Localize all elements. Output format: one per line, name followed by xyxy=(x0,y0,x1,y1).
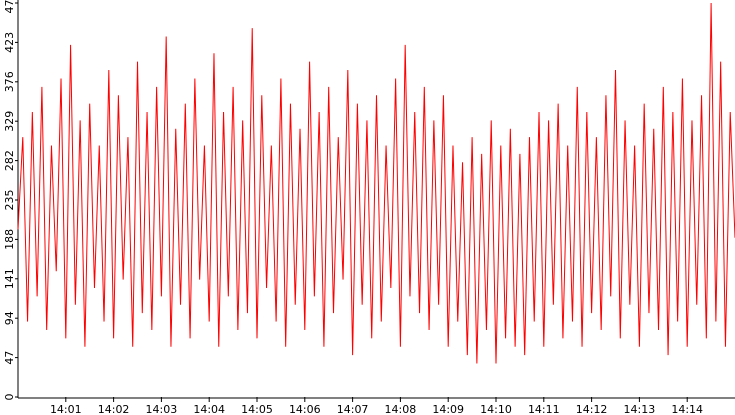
x-tick-label: 14:08 xyxy=(385,403,417,415)
x-tick-label: 14:06 xyxy=(289,403,321,415)
x-tick-label: 14:02 xyxy=(98,403,130,415)
y-tick-label: 47 xyxy=(3,351,16,365)
y-tick-label: 423 xyxy=(3,32,16,53)
x-tick-label: 14:14 xyxy=(671,403,703,415)
x-tick-label: 14:10 xyxy=(480,403,512,415)
y-tick-label: 0 xyxy=(3,394,16,401)
y-tick-label: 188 xyxy=(3,229,16,250)
x-tick-label: 14:01 xyxy=(50,403,82,415)
x-tick-label: 14:05 xyxy=(241,403,273,415)
y-tick-label: 329 xyxy=(3,111,16,132)
x-tick-label: 14:09 xyxy=(432,403,464,415)
x-tick-label: 14:03 xyxy=(146,403,178,415)
data-line xyxy=(17,2,735,364)
x-tick-label: 14:07 xyxy=(337,403,369,415)
x-tick-label: 14:13 xyxy=(624,403,656,415)
x-tick-label: 14:04 xyxy=(193,403,225,415)
y-tick-label: 235 xyxy=(3,190,16,211)
y-tick-label: 282 xyxy=(3,150,16,171)
y-tick-label: 94 xyxy=(3,311,16,325)
x-tick-label: 14:11 xyxy=(528,403,560,415)
y-tick-label: 376 xyxy=(3,71,16,92)
x-tick-label: 14:12 xyxy=(576,403,608,415)
y-tick-label: 470 xyxy=(3,0,16,14)
y-tick-label: 141 xyxy=(3,268,16,289)
